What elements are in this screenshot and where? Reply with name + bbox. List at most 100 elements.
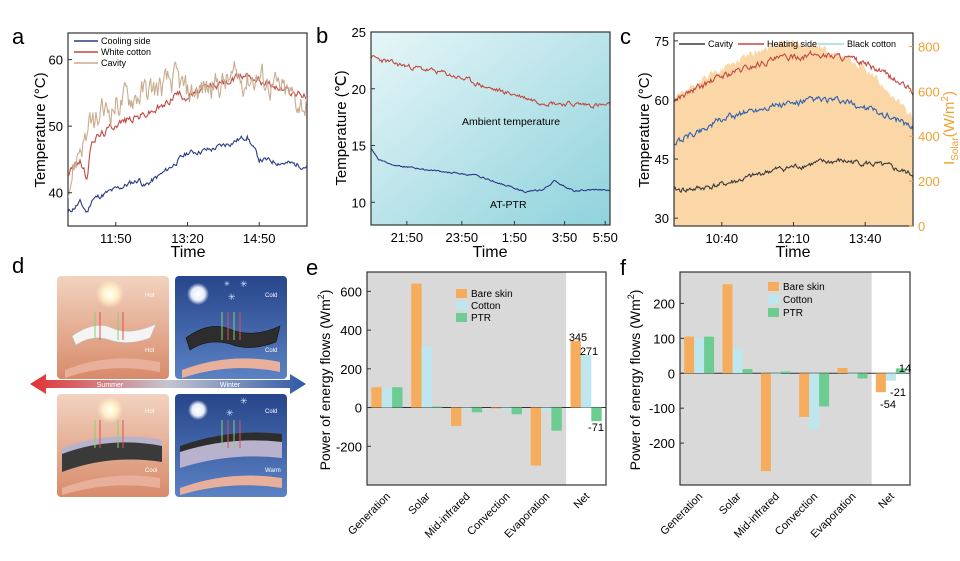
panel-label-f: f [620,255,627,280]
series-line-c-0 [674,157,913,194]
bar-f-3-1 [809,373,820,430]
bar-e-1-1 [421,346,432,408]
category-label-f-0: Generation [658,491,705,538]
legend-label-white-cotton: White cotton [101,47,151,57]
chart-f: Generation SolarMid-infraredConvectionEva… [626,271,911,541]
diagram-bl-label-1: Hot [145,409,155,415]
panel-label-e: e [306,255,318,280]
chart-a-xlabel: Time [171,244,206,261]
bar-e-0-0 [371,387,382,408]
diagram-d: Hot Hot ✳ ✳ ✳ Cold Cold Summer Winter [30,276,306,497]
ytick-label-e-1: 0 [355,401,362,416]
diagram-bl-label-2: Cool [145,468,157,474]
chart-f-frame [679,271,911,486]
legend-label-f-ptr: PTR [783,308,803,319]
diagram-winter-top: ✳ ✳ ✳ Cold Cold [175,276,287,379]
chart-f-legend: Bare skin Cotton PTR [768,282,825,319]
chart-c-legend: Cavity Heating side Black cotton [679,39,896,49]
xtick-label-b-3: 3:50 [552,230,577,245]
series-line-c-2 [674,95,913,146]
xtick-label-b-2: 1:50 [502,230,527,245]
y2label-end: ) [941,91,958,96]
series-line-b-1 [371,147,610,194]
chart-b-background [371,32,610,225]
ytick-label-f-0: -200 [649,436,675,451]
f-ylabel-main: Power of energy flows (Wm [627,299,643,470]
sun-icon [96,280,124,308]
snowflake-icon: ✳ [240,396,248,406]
snowflake-icon: ✳ [224,280,230,288]
bar-f-0-2 [704,336,715,374]
legend-swatch-f-ptr [768,308,779,317]
bar-e-3-1 [501,407,512,411]
legend-label-f-cotton: Cotton [783,295,812,306]
chart-e: Generation SolarMid-infraredConvectionEva… [316,271,607,541]
bar-f-4-2 [857,373,868,379]
bar-f-4-0 [837,368,848,374]
ytick-label-e-3: 400 [340,323,362,338]
y2label-unit: (W/m [941,102,958,138]
bar-f-1-1 [732,348,743,374]
chart-e-legend: Bare skin Cotton PTR [456,289,513,324]
xtick-label-b-4: 5:50 [593,230,618,245]
series-line-a-0 [68,134,307,213]
data-label-f-2: -54 [880,399,896,411]
season-summer-label: Summer [97,382,124,389]
legend-label-e-ptr: PTR [471,313,491,324]
chart-a-legend: Cooling side White cotton Cavity [74,36,151,68]
snowflake-icon: ✳ [228,292,236,302]
e-ylabel-main: Power of energy flows (Wm [317,299,333,470]
chart-b: 10 15 20 25 21:50 23:50 1:50 3:50 5:50 Ambient t… [333,25,618,261]
y2label-solar: Solar [950,137,960,161]
xtick-label-c-1: 12:10 [777,231,810,246]
xtick-label-a-2: 14:50 [243,231,276,246]
bar-f-4-1 [847,373,858,375]
chart-e-frame [366,271,607,486]
bar-f-2-0 [760,373,771,472]
ytick-label-f-2: 0 [668,366,675,381]
diagram-summer-bottom: Hot Cool [57,394,169,497]
bar-e-1-2 [431,406,443,408]
ytick-label-c-2: 60 [655,93,669,108]
y2label-sup: 2 [940,96,951,102]
diagram-tl-label-2: Hot [145,348,155,354]
legend-label-e-bare: Bare skin [471,289,513,300]
diagram-summer-top: Hot Hot [57,276,169,379]
bar-e-3-2 [511,407,522,415]
season-arrow: Summer Winter [30,374,306,394]
series-line-a-2 [68,61,307,199]
diagram-br-label-2: Warm [265,468,281,474]
chart-f-ylabel: Power of energy flows (Wm2) [626,290,643,471]
bar-f-5-1 [885,373,896,381]
bar-f-1-2 [742,369,753,374]
bar-f-5-0 [875,373,886,393]
legend-label-cooling: Cooling side [101,36,151,46]
legend-swatch-e-ptr [456,313,467,322]
series-line-b-0 [371,54,610,110]
y2label-i: I [941,161,958,165]
y2tick-label-c-3: 600 [918,84,940,99]
legend-swatch-e-cotton [456,301,467,310]
ytick-label-f-3: 100 [653,331,675,346]
ytick-label-b-2: 20 [352,82,366,97]
diagram-tr-label-1: Cold [265,293,277,299]
data-label-e-1: 271 [580,346,598,358]
diagram-winter-bottom: ✳ ✳ Cold Warm [175,394,287,497]
bar-f-0-0 [684,336,695,374]
category-label-e-0: Generation [346,491,393,538]
season-winter-label: Winter [220,382,241,389]
legend-swatch-f-cotton [768,295,779,304]
xtick-label-b-0: 21:50 [391,230,424,245]
snowflake-icon: ✳ [226,408,234,418]
legend-label-c-black: Black cotton [847,39,896,49]
chart-c-xlabel: Time [776,244,811,261]
bar-f-5-2 [895,368,906,374]
y2tick-label-c-0: 0 [918,219,925,234]
ytick-label-a-2: 60 [49,53,63,68]
chart-e-ylabel: Power of energy flows (Wm2) [316,290,333,471]
bar-e-0-1 [381,388,393,408]
xtick-label-b-1: 23:50 [446,230,479,245]
y2tick-label-c-2: 400 [918,129,940,144]
legend-label-f-bare: Bare skin [783,282,825,293]
